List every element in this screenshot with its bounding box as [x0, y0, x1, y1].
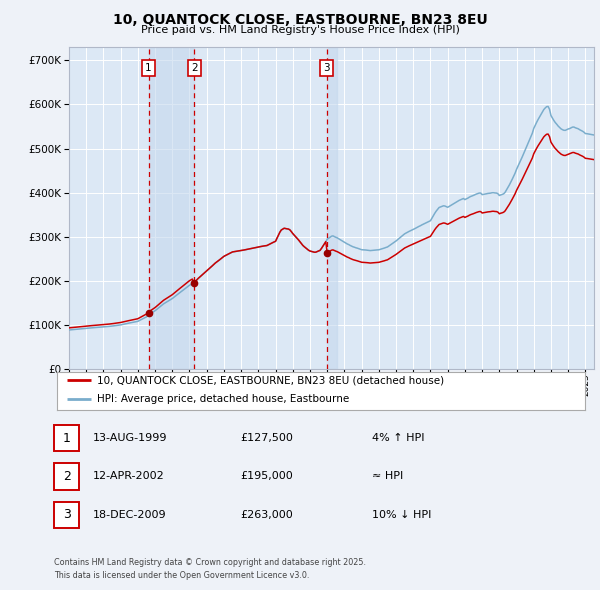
- Text: 3: 3: [323, 63, 330, 73]
- Text: 18-DEC-2009: 18-DEC-2009: [93, 510, 167, 520]
- Text: This data is licensed under the Open Government Licence v3.0.: This data is licensed under the Open Gov…: [54, 571, 310, 579]
- Text: £263,000: £263,000: [240, 510, 293, 520]
- Text: 1: 1: [62, 431, 71, 445]
- Text: 12-APR-2002: 12-APR-2002: [93, 471, 165, 481]
- Bar: [149, 47, 194, 369]
- Text: 1: 1: [145, 63, 152, 73]
- Text: 2: 2: [191, 63, 197, 73]
- Text: 10% ↓ HPI: 10% ↓ HPI: [372, 510, 431, 520]
- Text: 10, QUANTOCK CLOSE, EASTBOURNE, BN23 8EU: 10, QUANTOCK CLOSE, EASTBOURNE, BN23 8EU: [113, 13, 487, 27]
- Text: £127,500: £127,500: [240, 433, 293, 443]
- Text: HPI: Average price, detached house, Eastbourne: HPI: Average price, detached house, East…: [97, 394, 349, 404]
- Text: 4% ↑ HPI: 4% ↑ HPI: [372, 433, 425, 443]
- Text: 3: 3: [62, 508, 71, 522]
- Text: Price paid vs. HM Land Registry's House Price Index (HPI): Price paid vs. HM Land Registry's House …: [140, 25, 460, 35]
- Text: £195,000: £195,000: [240, 471, 293, 481]
- Text: 10, QUANTOCK CLOSE, EASTBOURNE, BN23 8EU (detached house): 10, QUANTOCK CLOSE, EASTBOURNE, BN23 8EU…: [97, 375, 444, 385]
- Text: Contains HM Land Registry data © Crown copyright and database right 2025.: Contains HM Land Registry data © Crown c…: [54, 558, 366, 566]
- Text: 13-AUG-1999: 13-AUG-1999: [93, 433, 167, 443]
- Bar: [326, 47, 337, 369]
- Text: 2: 2: [62, 470, 71, 483]
- Text: ≈ HPI: ≈ HPI: [372, 471, 403, 481]
